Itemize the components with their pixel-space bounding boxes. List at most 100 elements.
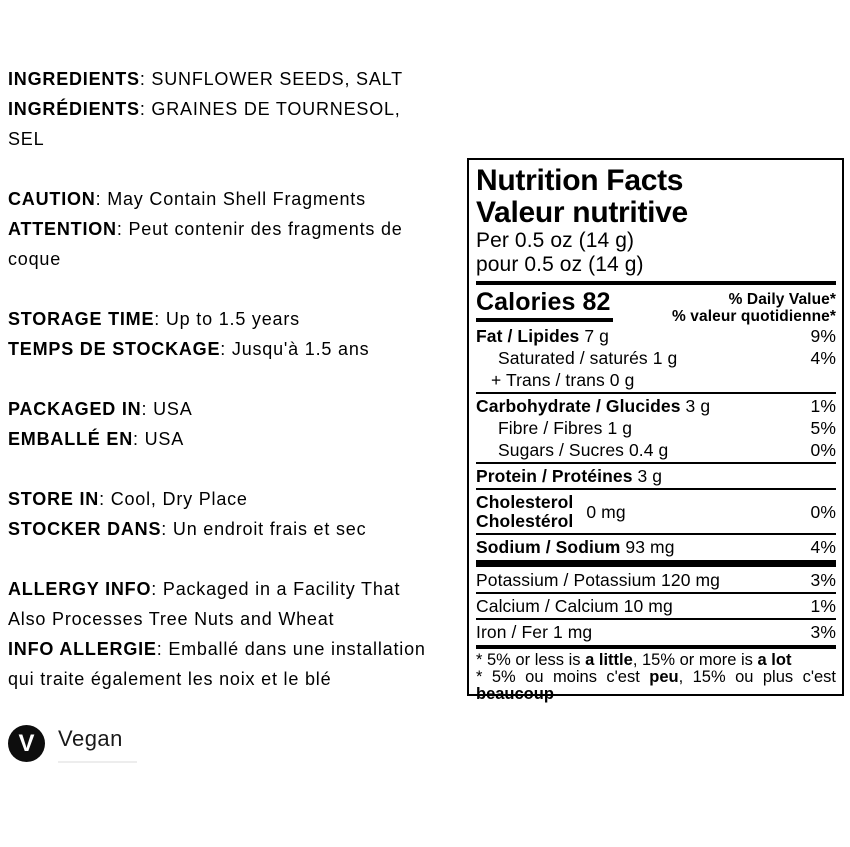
field-value: : May Contain Shell Fragments (95, 189, 366, 209)
nutrient-amount: + Trans / trans 0 g (491, 370, 635, 390)
daily-value-header: % Daily Value* % valeur quotidienne* (672, 288, 836, 325)
field-label: INGRÉDIENTS (8, 99, 140, 119)
field-value: : Up to 1.5 years (154, 309, 300, 329)
nutrient-name: Protein / Protéines 3 g (476, 465, 662, 487)
field-value: SEL (8, 129, 45, 149)
cholesterol-label-fr: Cholestérol (476, 511, 574, 531)
text-line: EMBALLÉ EN: USA (8, 424, 464, 454)
field-value: : Peut contenir des fragments de (116, 219, 403, 239)
field-label: TEMPS DE STOCKAGE (8, 339, 221, 359)
store-in-block: STORE IN: Cool, Dry Place STOCKER DANS: … (8, 484, 464, 544)
nutrient-amount: 3 g (680, 396, 711, 416)
vegan-icon: V (8, 725, 45, 762)
divider-thick (476, 281, 836, 285)
text-line: ALLERGY INFO: Packaged in a Facility Tha… (8, 574, 464, 604)
daily-value-percent: 0% (810, 440, 836, 460)
nutrient-row-sodium: Sodium / Sodium 93 mg 4% (476, 536, 836, 558)
field-label: INGREDIENTS (8, 69, 140, 89)
nutrient-row-fibre: Fibre / Fibres 1 g 5% (476, 417, 836, 439)
text-line: coque (8, 244, 464, 274)
nutrient-name: Saturated / saturés 1 g (498, 347, 677, 369)
footnote-text: * 5% ou moins c'est (476, 668, 650, 686)
divider-thick (476, 560, 836, 567)
field-label: ATTENTION (8, 219, 117, 239)
field-value: Also Processes Tree Nuts and Wheat (8, 609, 335, 629)
text-line: STOCKER DANS: Un endroit frais et sec (8, 514, 464, 544)
daily-value-percent: 3% (810, 622, 836, 642)
divider (476, 488, 836, 490)
storage-time-block: STORAGE TIME: Up to 1.5 years TEMPS DE S… (8, 304, 464, 364)
text-line: ATTENTION: Peut contenir des fragments d… (8, 214, 464, 244)
serving-size-en: Per 0.5 oz (14 g) (476, 229, 635, 252)
nutrient-amount: Calcium / Calcium 10 mg (476, 596, 673, 616)
text-line: SEL (8, 124, 464, 154)
allergy-info-block: ALLERGY INFO: Packaged in a Facility Tha… (8, 574, 464, 694)
text-line: Also Processes Tree Nuts and Wheat (8, 604, 464, 634)
divider (476, 462, 836, 464)
nutrient-name: Fat / Lipides 7 g (476, 325, 609, 347)
text-line: CAUTION: May Contain Shell Fragments (8, 184, 464, 214)
field-value: coque (8, 249, 62, 269)
calories-number: 82 (582, 288, 611, 316)
nutrient-name: Calcium / Calcium 10 mg (476, 595, 673, 617)
panel-title-en: Nutrition Facts (476, 164, 684, 197)
nutrient-bold: Fat / Lipides (476, 326, 580, 346)
calories-row: Calories 82 % Daily Value* % valeur quot… (476, 288, 836, 325)
text-line: INGREDIENTS: SUNFLOWER SEEDS, SALT (8, 64, 464, 94)
footnote-fr-line2: beaucoup (476, 685, 554, 703)
vegan-badge: V Vegan (8, 724, 464, 763)
nutrient-name: Fibre / Fibres 1 g (498, 417, 632, 439)
daily-value-en: % Daily Value* (728, 291, 836, 308)
nutrient-amount: 7 g (579, 326, 609, 346)
text-line: STORAGE TIME: Up to 1.5 years (8, 304, 464, 334)
calories-value: Calories 82 (476, 288, 613, 322)
divider (476, 533, 836, 535)
nutrient-bold: Protein / Protéines (476, 466, 633, 486)
text-line: qui traite également les noix et le blé (8, 664, 464, 694)
field-value: : Packaged in a Facility That (151, 579, 401, 599)
nutrient-row-calcium: Calcium / Calcium 10 mg 1% (476, 595, 836, 617)
divider (476, 618, 836, 620)
daily-value-percent: 1% (810, 396, 836, 416)
nutrient-row-potassium: Potassium / Potassium 120 mg 3% (476, 569, 836, 591)
nutrition-facts-panel: Nutrition Facts Valeur nutritive Per 0.5… (467, 158, 844, 703)
daily-value-percent: 4% (810, 348, 836, 368)
daily-value-percent: 4% (810, 537, 836, 557)
nutrient-bold: Sodium / Sodium (476, 537, 621, 557)
nutrient-name: Sodium / Sodium 93 mg (476, 536, 675, 558)
field-value: : Cool, Dry Place (99, 489, 248, 509)
packaged-in-block: PACKAGED IN: USA EMBALLÉ EN: USA (8, 394, 464, 454)
nutrient-amount: Saturated / saturés 1 g (498, 348, 678, 368)
nutrient-amount: 93 mg (620, 537, 675, 557)
nutrient-name: Potassium / Potassium 120 mg (476, 569, 720, 591)
footnote-text: , 15% ou plus c'est (678, 668, 836, 686)
nutrient-amount: Iron / Fer 1 mg (476, 622, 593, 642)
footnote-text: , 15% or more is (632, 651, 758, 669)
field-label: PACKAGED IN (8, 399, 142, 419)
product-info-column: INGREDIENTS: SUNFLOWER SEEDS, SALT INGRÉ… (8, 64, 464, 763)
footnote-bold: a little (585, 651, 633, 669)
field-value: : USA (133, 429, 185, 449)
nutrient-row-carbohydrate: Carbohydrate / Glucides 3 g 1% (476, 395, 836, 417)
daily-value-percent: 9% (810, 326, 836, 346)
nutrient-row-cholesterol: Cholesterol Cholestérol 0 mg 0% (476, 491, 836, 532)
nutrient-amount: Potassium / Potassium 120 mg (476, 570, 721, 590)
field-value: : SUNFLOWER SEEDS, SALT (139, 69, 403, 89)
daily-value-percent: 5% (810, 418, 836, 438)
cholesterol-label-en: Cholesterol (476, 492, 574, 512)
divider-thick (476, 645, 836, 649)
vegan-label: Vegan (58, 724, 137, 763)
caution-block: CAUTION: May Contain Shell Fragments ATT… (8, 184, 464, 274)
text-line: PACKAGED IN: USA (8, 394, 464, 424)
nutrient-row-trans: + Trans / trans 0 g (476, 369, 836, 391)
footnote-text: * 5% or less is (476, 651, 586, 669)
nutrient-row-protein: Protein / Protéines 3 g (476, 465, 836, 487)
nutrient-amount: Sugars / Sucres 0.4 g (498, 440, 669, 460)
daily-value-percent: 1% (810, 596, 836, 616)
daily-value-fr: % valeur quotidienne* (671, 308, 836, 325)
nutrient-bold: Carbohydrate / Glucides (476, 396, 681, 416)
nutrient-row-iron: Iron / Fer 1 mg 3% (476, 621, 836, 643)
nutrient-name: + Trans / trans 0 g (491, 369, 634, 391)
field-label: STORE IN (8, 489, 100, 509)
field-label: ALLERGY INFO (8, 579, 152, 599)
